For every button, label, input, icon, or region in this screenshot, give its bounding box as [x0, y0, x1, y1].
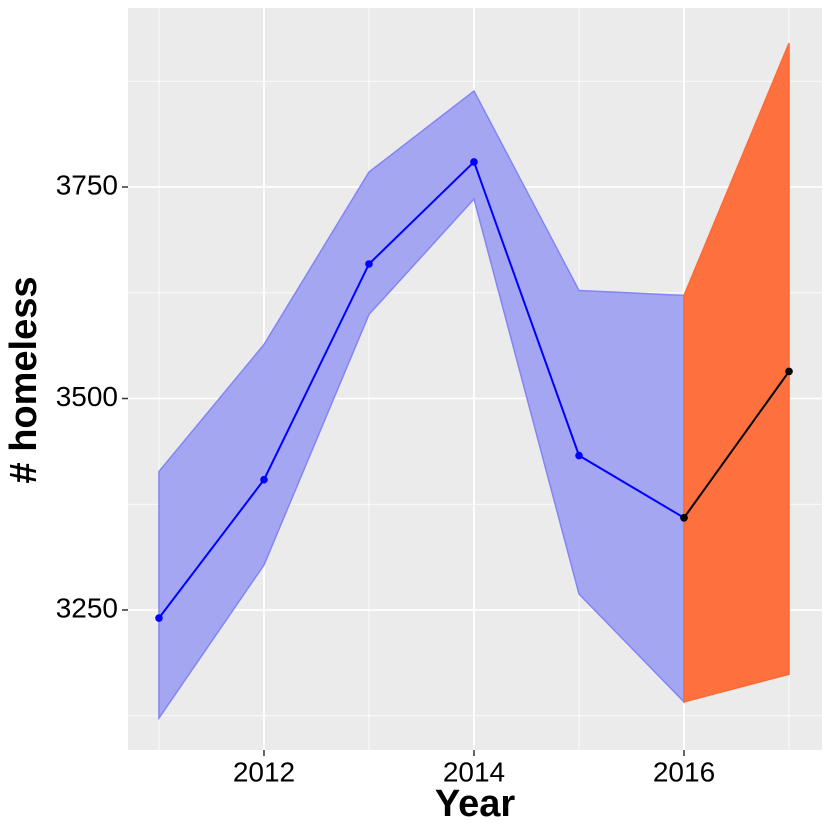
y-axis-title: # homeless [3, 277, 45, 484]
data-point [680, 513, 688, 522]
data-point [470, 158, 478, 166]
x-tick-label: 2014 [443, 756, 505, 787]
y-tick-label: 3500 [56, 381, 118, 412]
y-tick-label: 3750 [56, 169, 118, 200]
series-line [683, 370, 790, 519]
marks [155, 42, 793, 721]
series-line [158, 160, 685, 619]
data-point [260, 475, 268, 484]
data-point [155, 614, 163, 622]
confidence-band [683, 42, 790, 703]
x-tick-label: 2016 [653, 756, 715, 787]
data-point [785, 367, 793, 376]
x-axis-title: Year [435, 783, 516, 825]
x-tick-label: 2012 [233, 756, 295, 787]
y-tick-label: 3250 [56, 592, 118, 623]
data-point [575, 451, 583, 460]
data-point [365, 260, 373, 268]
